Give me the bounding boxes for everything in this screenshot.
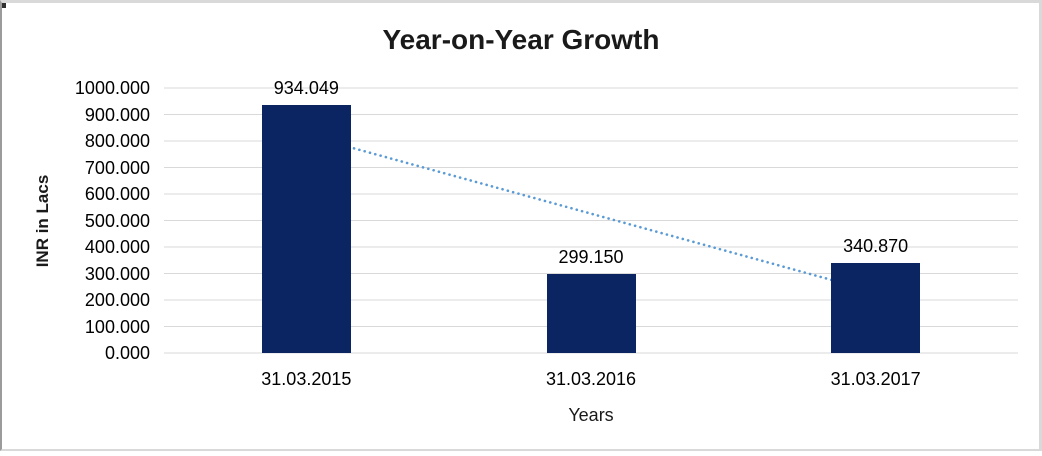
frame-corner-notch xyxy=(2,3,6,8)
chart-title: Year-on-Year Growth xyxy=(382,24,660,55)
x-category-label: 31.03.2016 xyxy=(545,369,637,389)
bar-31.03.2017 xyxy=(831,262,921,353)
bar-31.03.2016 xyxy=(546,273,636,353)
y-tick-label: 900.000 xyxy=(84,104,150,125)
y-tick-label: 700.000 xyxy=(84,157,150,178)
trendline xyxy=(304,133,878,294)
y-tick-label: 600.000 xyxy=(84,184,150,204)
data-label: 340.870 xyxy=(843,235,909,256)
y-tick-label: 300.000 xyxy=(84,263,150,284)
y-tick-label: 500.000 xyxy=(84,210,150,231)
x-axis-title: Years xyxy=(568,405,614,425)
x-category-label: 31.03.2017 xyxy=(830,369,921,389)
y-tick-label: 0.000 xyxy=(104,343,150,363)
bar-31.03.2015 xyxy=(261,105,351,353)
data-label: 299.150 xyxy=(558,246,624,267)
y-tick-label: 200.000 xyxy=(84,290,150,310)
y-tick-label: 400.000 xyxy=(84,237,150,257)
data-label: 934.049 xyxy=(273,78,339,99)
y-tick-label: 1000.000 xyxy=(74,78,150,98)
x-category-label: 31.03.2015 xyxy=(261,369,352,389)
y-tick-label: 100.000 xyxy=(84,316,150,337)
y-tick-label: 800.000 xyxy=(84,131,150,151)
